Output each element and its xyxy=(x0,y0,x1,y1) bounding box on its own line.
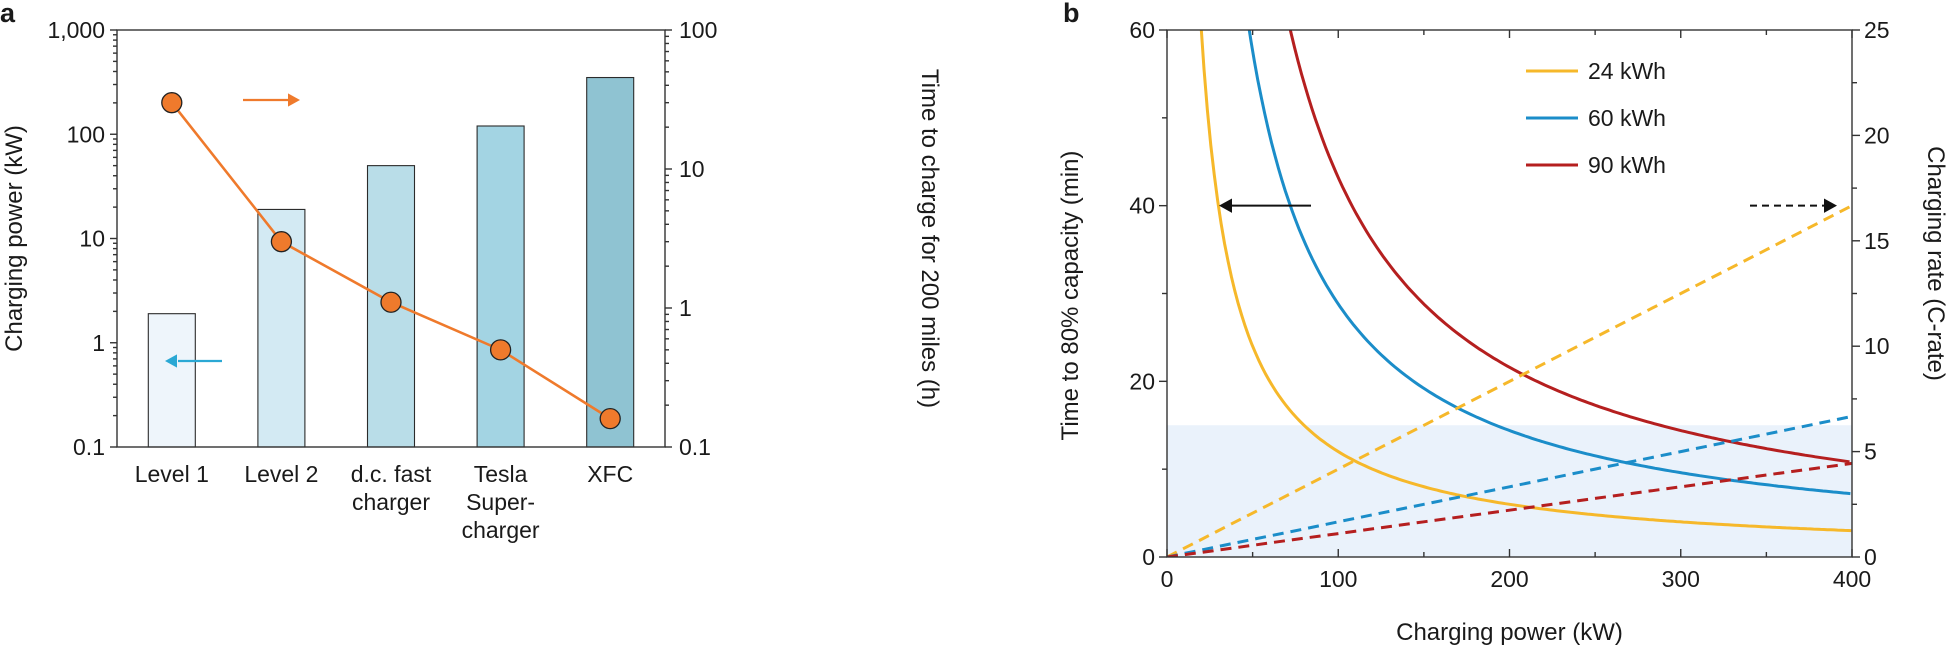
left-tick-label: 60 xyxy=(1129,17,1155,43)
category-label-line: XFC xyxy=(587,461,633,487)
left-tick-label: 100 xyxy=(67,121,105,147)
right-tick-label: 10 xyxy=(1864,333,1890,359)
left-tick-label: 20 xyxy=(1129,368,1155,394)
time-point-1 xyxy=(161,92,183,114)
x-tick-label: 100 xyxy=(1319,566,1357,592)
panel-a-left-axis-label: Charging power (kW) xyxy=(1,125,28,352)
category-label-line: Super- xyxy=(466,489,535,515)
right-tick-label: 25 xyxy=(1864,17,1890,43)
left-tick-label: 0.1 xyxy=(73,434,105,460)
category-label-line: Level 1 xyxy=(135,461,209,487)
left-tick-label: 0 xyxy=(1142,544,1155,570)
bar-level-1 xyxy=(147,313,196,448)
right-tick-label: 20 xyxy=(1864,122,1890,148)
right-axis-arrow-head xyxy=(1824,198,1837,213)
time-line-60kwh xyxy=(1247,30,1851,496)
right-tick-label: 1 xyxy=(679,295,692,321)
panel-a-label: a xyxy=(0,0,16,28)
category-label-line: Tesla xyxy=(474,461,528,487)
right-tick-label: 100 xyxy=(679,17,717,43)
right-tick-label: 10 xyxy=(679,156,705,182)
bar-tesla-super-charger xyxy=(476,125,525,448)
panel-a-right-axis-label: Time to charge for 200 miles (h) xyxy=(916,69,943,408)
panel-b-legend: 24 kWh 60 kWh 90 kWh xyxy=(1526,58,1666,178)
time-point-2 xyxy=(270,231,293,253)
panel-b-series-lines xyxy=(1167,30,1852,557)
time-line-90kwh xyxy=(1288,30,1850,464)
left-axis-arrow-head xyxy=(1219,198,1232,213)
panel-b-x-axis-label: Charging power (kW) xyxy=(1396,619,1623,646)
right-tick-label: 5 xyxy=(1864,439,1877,465)
panel-b-axis-arrows xyxy=(1219,198,1837,213)
left-tick-label: 1,000 xyxy=(47,17,105,43)
legend-label: 90 kWh xyxy=(1588,152,1666,178)
panel-a-bars xyxy=(147,76,635,448)
panel-a-axis-arrows xyxy=(165,93,300,368)
category-label: d.c. fast charger xyxy=(351,461,432,515)
category-label: Tesla Super-charger xyxy=(462,461,540,543)
c-rate-line-60kwh xyxy=(1167,414,1852,557)
x-tick-label: 400 xyxy=(1833,566,1871,592)
category-label: XFC xyxy=(587,461,633,487)
c-rate-line-90kwh xyxy=(1167,461,1852,557)
legend-label: 24 kWh xyxy=(1588,58,1666,84)
panel-b-label: b xyxy=(1063,0,1080,28)
category-label-line: Level 2 xyxy=(244,461,318,487)
x-tick-label: 200 xyxy=(1490,566,1528,592)
left-axis-arrow-head xyxy=(165,354,177,368)
x-tick-label: 300 xyxy=(1662,566,1700,592)
panel-a-time-line xyxy=(161,92,621,430)
panel-a-axes: 0.1 1 10 100 1,000 0.1 1 10 100 Level 1 Level 2 d.c… xyxy=(47,17,717,543)
bar-xfc xyxy=(586,76,635,448)
right-tick-label: 0.1 xyxy=(679,434,711,460)
x-tick-label: 0 xyxy=(1161,566,1174,592)
panel-b-right-axis-label: Charging rate (C-rate) xyxy=(1922,146,1949,381)
left-tick-label: 10 xyxy=(79,226,105,252)
category-label: Level 1 xyxy=(135,461,209,487)
category-label-line: charger xyxy=(462,517,540,543)
panel-a-chart: a 0.1 1 10 100 1,000 0.1 1 10 100 Level 1 Level 2 d… xyxy=(0,0,943,543)
c-rate-line-24kwh xyxy=(1167,204,1852,557)
time-point-5 xyxy=(599,407,621,430)
left-tick-label: 40 xyxy=(1129,193,1155,219)
time-point-4 xyxy=(489,339,512,361)
left-tick-label: 1 xyxy=(92,330,105,356)
category-label: Level 2 xyxy=(244,461,318,487)
category-label-line: charger xyxy=(352,489,430,515)
right-axis-arrow-head xyxy=(288,93,300,107)
right-tick-label: 15 xyxy=(1864,228,1890,254)
category-label-line: d.c. fast xyxy=(351,461,432,487)
legend-label: 60 kWh xyxy=(1588,105,1666,131)
right-tick-label: 0 xyxy=(1864,544,1877,570)
time-point-3 xyxy=(380,291,402,313)
panel-b-left-axis-label: Time to 80% capacity (min) xyxy=(1057,151,1084,441)
